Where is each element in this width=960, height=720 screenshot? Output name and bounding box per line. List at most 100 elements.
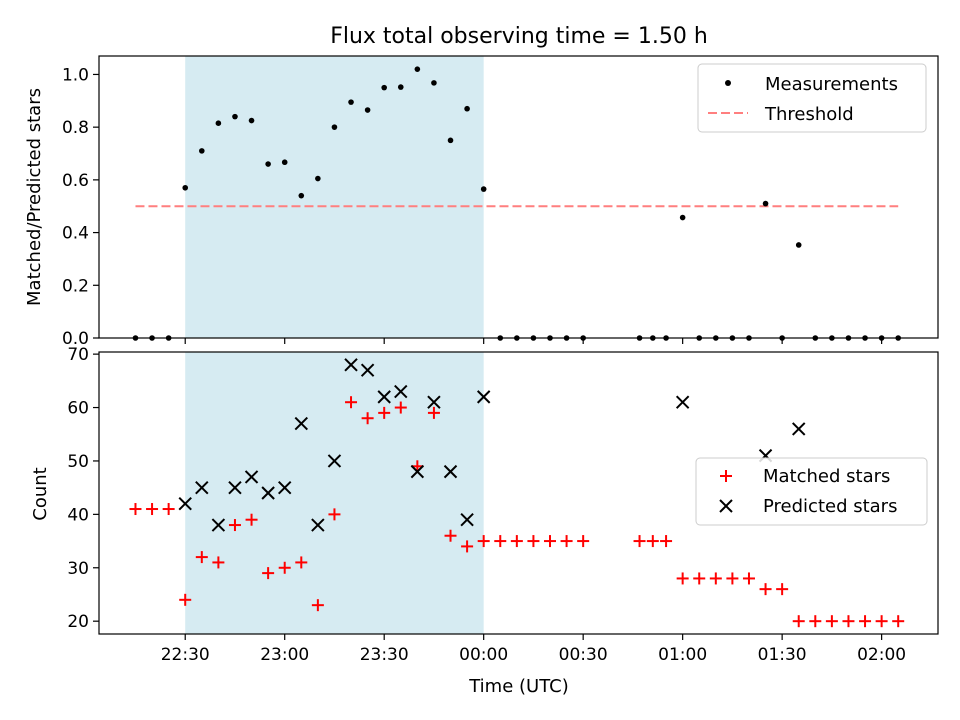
- matched-star-point: [262, 567, 275, 580]
- predicted-star-point: [476, 390, 491, 404]
- matched-star-point: [361, 412, 374, 425]
- matched-star-point: [676, 572, 689, 585]
- predicted-star-point: [410, 464, 425, 479]
- predicted-star-point: [360, 363, 375, 377]
- matched-star-point: [825, 615, 838, 628]
- matched-star-point: [776, 583, 789, 596]
- matched-star-point: [378, 406, 391, 419]
- top-y-tick-label: 0.2: [62, 276, 89, 296]
- bottom-x-axis: 22:30 23:00 23:30 00:00 00:30 01:00 01:30 02:00: [161, 634, 906, 665]
- matched-star-point: [162, 503, 175, 516]
- measurement-point: [795, 242, 802, 248]
- measurement-point: [464, 105, 470, 112]
- matched-star-point: [510, 535, 523, 548]
- matched-star-point: [146, 503, 159, 516]
- matched-star-point: [875, 615, 888, 628]
- matched-star-point: [809, 615, 822, 628]
- top-y-tick-label: 0.4: [62, 224, 89, 244]
- top-x-ticks: [184, 338, 883, 344]
- bottom-y-tick-label: 20: [67, 612, 89, 632]
- matched-star-point: [633, 535, 646, 548]
- x-tick-label: 01:00: [658, 645, 707, 665]
- x-tick-label: 01:30: [758, 645, 807, 665]
- top-y-tick-label: 0.6: [62, 171, 89, 191]
- matched-star-point: [129, 503, 142, 516]
- matched-star-point: [278, 561, 291, 574]
- measurement-point: [331, 124, 338, 130]
- top-y-tick-label: 0.0: [62, 329, 89, 349]
- predicted-star-point: [792, 422, 806, 436]
- legend-matched-label: Matched stars: [763, 466, 890, 487]
- predicted-star-point: [228, 480, 242, 495]
- measurement-point: [414, 66, 421, 72]
- predicted-star-point: [675, 395, 690, 409]
- matched-star-point: [892, 615, 905, 628]
- predicted-star-point: [244, 470, 259, 484]
- x-tick-label: 00:30: [559, 645, 608, 665]
- legend-matched-marker: [720, 470, 732, 482]
- measurement-point: [762, 200, 769, 207]
- matched-star-point: [494, 535, 507, 548]
- matched-star-point: [726, 572, 739, 585]
- predicted-star-point: [195, 480, 209, 495]
- bottom-y-axis-label: Count: [30, 467, 51, 520]
- measurement-point: [281, 159, 288, 166]
- measurement-point: [298, 192, 305, 199]
- measurement-point: [248, 117, 255, 124]
- matched-star-point: [842, 615, 855, 628]
- matched-star-point: [345, 396, 358, 409]
- matched-star-point: [709, 572, 722, 585]
- matched-star-point: [444, 529, 457, 542]
- predicted-star-point: [377, 390, 391, 404]
- measurement-point: [348, 99, 354, 105]
- measurement-point: [364, 107, 371, 113]
- bottom-y-tick-label: 50: [67, 452, 89, 472]
- matched-star-point: [792, 615, 805, 628]
- matched-star-point: [544, 535, 557, 548]
- measurement-point: [182, 184, 189, 191]
- legend-predicted-label: Predicted stars: [763, 496, 897, 517]
- matched-star-point: [179, 593, 192, 606]
- top-plot-frame: [98, 55, 939, 339]
- predicted-star-point: [294, 416, 308, 431]
- predicted-star-point: [261, 486, 275, 500]
- matched-star-point: [527, 535, 540, 548]
- top-y-tick-label: 0.8: [62, 118, 89, 138]
- predicted-star-point: [427, 395, 441, 409]
- predicted-star-point: [394, 384, 408, 399]
- predicted-star-point: [344, 358, 358, 372]
- bottom-y-tick-label: 70: [67, 345, 89, 365]
- predicted-star-point: [278, 480, 292, 495]
- chart-title: Flux total observing time = 1.50 h: [330, 24, 708, 49]
- matched-star-point: [693, 572, 706, 585]
- predicted-star-point: [460, 512, 474, 527]
- measurement-point: [215, 120, 222, 127]
- matched-star-point: [228, 519, 241, 532]
- legend-measurements-marker: [725, 80, 731, 86]
- matched-star-point: [328, 508, 341, 521]
- matched-star-point: [195, 551, 208, 564]
- matched-star-point: [461, 540, 474, 553]
- x-tick-label: 23:30: [360, 645, 409, 665]
- top-y-axis: 0.0 0.2 0.4 0.6 0.8 1.0: [62, 65, 99, 349]
- bottom-y-axis: 20 30 40 50 60 70: [67, 345, 99, 632]
- measurement-point: [679, 214, 686, 221]
- top-y-tick-label: 1.0: [62, 65, 89, 85]
- matched-star-point: [646, 535, 659, 548]
- legend-threshold-label: Threshold: [764, 104, 854, 125]
- top-observing-window: [185, 56, 484, 338]
- measurement-point: [265, 161, 271, 167]
- predicted-star-point: [178, 496, 192, 511]
- bottom-panel: 20 30 40 50 60 70 22:30 23:00 23:30 00:00 00:30 01…: [30, 345, 939, 697]
- measurement-point: [397, 84, 404, 90]
- x-tick-label: 00:00: [459, 645, 508, 665]
- matched-star-point: [660, 535, 673, 548]
- measurement-point: [447, 137, 454, 144]
- measurement-point: [315, 175, 321, 182]
- predicted-star-point: [327, 454, 342, 468]
- measurement-point: [232, 113, 238, 120]
- measurement-point: [199, 148, 205, 154]
- bottom-observing-window: [185, 352, 484, 634]
- matched-star-point: [212, 556, 225, 569]
